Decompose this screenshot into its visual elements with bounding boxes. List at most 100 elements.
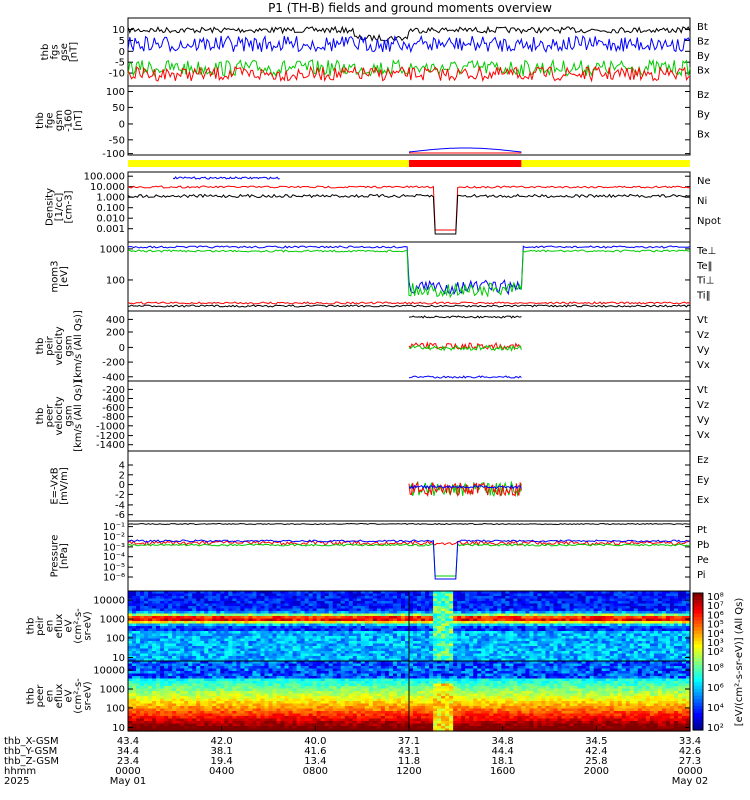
legend-ez: Ez	[697, 455, 709, 466]
colorbar-cell	[693, 630, 703, 635]
y-label-line: gsm	[64, 405, 75, 426]
bx-trace	[127, 34, 691, 54]
status-bar	[128, 160, 690, 167]
y-tick-label: 10	[112, 25, 125, 36]
y-tick-label: 10.000	[90, 182, 125, 193]
legend-te⊥: Te⊥	[696, 246, 716, 257]
pi-trace	[127, 539, 691, 580]
colorbar-cell	[693, 606, 703, 611]
y-label-line: eflux	[54, 614, 65, 639]
legend-ni: Ni	[697, 196, 707, 207]
vz-trace	[408, 341, 522, 351]
y-label-line: [nT]	[73, 110, 84, 130]
x-tick-label: 18.1	[492, 756, 514, 767]
y-tick-label: 10000	[93, 596, 125, 607]
y-tick-label: 10⁻³	[103, 542, 125, 553]
status-segment-3	[521, 160, 690, 167]
y-tick-labels: 400 200 0 -200 -400	[102, 315, 690, 383]
colorbar-cell	[693, 685, 703, 690]
pt-trace	[127, 522, 690, 526]
y-label-line: eflux	[54, 684, 65, 709]
y-tick-label: 100	[106, 87, 125, 98]
colorbar-tick: 10²	[707, 723, 724, 734]
y-tick-label: 10⁻⁴	[103, 552, 125, 563]
y-label-line: fge	[45, 112, 56, 128]
bx-trace	[408, 147, 522, 153]
colorbar-cell	[693, 671, 703, 676]
colorbar-cell	[693, 719, 703, 724]
colorbar-cell	[693, 644, 703, 649]
bt-trace	[127, 25, 691, 42]
vy-trace	[408, 344, 522, 352]
traces	[408, 147, 522, 154]
panel-4: 1000 100 mom3[eV] Te⊥ Te‖ Ti⊥ Ti‖	[49, 241, 716, 312]
colorbar-cell	[693, 682, 703, 687]
legend-ey: Ey	[697, 475, 709, 486]
ti-perp-trace	[127, 245, 691, 296]
y-tick-label: -100	[102, 149, 125, 160]
y-tick-label: 50	[112, 103, 125, 114]
y-tick-label: 0	[119, 119, 125, 130]
y-tick-label: 100	[106, 633, 125, 644]
y-tick-label: 100.000	[84, 172, 125, 183]
y-label-line: eV	[64, 689, 75, 702]
y-tick-label: -200	[102, 385, 125, 396]
y-tick-label: -600	[102, 403, 125, 414]
y-label-line: [nT]	[68, 42, 79, 62]
colorbar-cell	[693, 616, 703, 621]
colorbar-cell	[693, 716, 703, 721]
y-tick-labels: 1000 100	[100, 244, 690, 286]
y-axis-label: Density[1/cc][cm-3]	[45, 188, 75, 226]
x-tick-label: 33.4	[679, 736, 701, 747]
pe-trace	[127, 542, 691, 577]
colorbar-cell	[693, 640, 703, 645]
colorbar-tick: 10⁶	[707, 610, 724, 621]
colorbar-cell	[693, 675, 703, 680]
y-tick-label: 10⁻⁶	[103, 573, 125, 584]
x-tick-label: 25.8	[585, 756, 607, 767]
traces	[127, 176, 691, 235]
legend: Bz By Bx	[697, 90, 710, 140]
y-label-line: gsm	[54, 110, 65, 131]
x-tick-label: 40.0	[304, 736, 326, 747]
y-tick-label: 0.100	[96, 203, 125, 214]
x-tick-label: 43.1	[398, 746, 420, 757]
y-axis-label: Pressure[nPa]	[49, 535, 70, 578]
legend-pi: Pi	[697, 570, 706, 581]
colorbar-cell	[693, 678, 703, 683]
colorbar-cell	[693, 726, 703, 731]
te-par-trace	[127, 304, 691, 308]
ti-par-trace	[127, 249, 691, 299]
colorbar-tick: 10⁶	[707, 683, 724, 694]
y-label-line: [cm-3]	[64, 190, 75, 223]
x-tick-label: 0400	[209, 766, 234, 777]
x-tick-label: 43.4	[117, 736, 139, 747]
colorbar-tick: 10⁴	[707, 629, 724, 640]
vt-trace	[408, 315, 522, 319]
legend: Vt Vz Vy Vx	[697, 385, 710, 441]
panel-6: -200-400-600-800-1000-1200-1400thbpeerve…	[35, 380, 710, 452]
y-tick-label: -5	[115, 58, 125, 69]
y-tick-label: -50	[109, 135, 125, 146]
y-label-line: [mV/m]	[59, 467, 70, 505]
y-label-line: (cm²-s-	[73, 678, 84, 714]
y-label-line: thb	[35, 408, 46, 425]
colorbar-frame	[692, 592, 704, 731]
panel-10: 10000 1000 100 10 thbpeerenefluxeV(cm²-s-sr-…	[26, 660, 691, 734]
x-tick-label: 42.4	[585, 746, 607, 757]
y-label-line: thb	[26, 618, 37, 635]
colorbar-cell	[693, 668, 703, 673]
ion-spectrogram	[128, 591, 691, 662]
legend-vz: Vz	[697, 330, 709, 341]
legend-bz: Bz	[697, 90, 709, 101]
y-tick-label: 1000	[100, 244, 125, 255]
legend: Ne Ni Npot	[697, 176, 721, 227]
y-label-line: thb	[40, 44, 51, 61]
colorbar-cell	[693, 654, 703, 659]
y-tick-label: 10	[112, 723, 125, 734]
y-label-line: mom3	[49, 261, 60, 293]
